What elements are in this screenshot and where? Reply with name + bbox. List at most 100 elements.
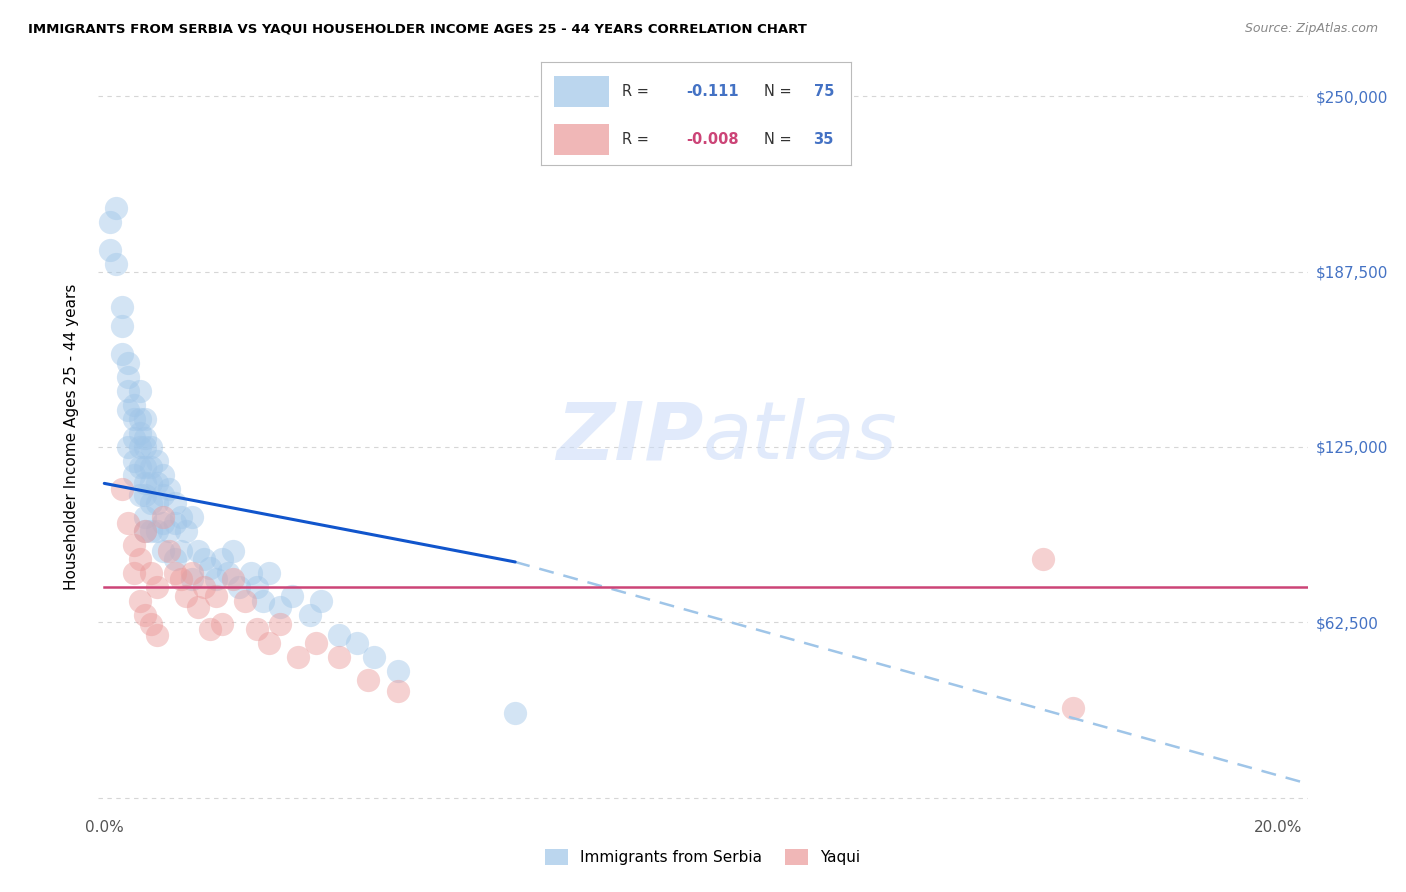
Point [134,524,156,538]
Point [287,650,309,665]
Point [134,487,156,501]
Point [122,412,145,426]
Point [134,440,156,454]
Point [117,440,139,454]
Text: N =: N = [763,84,792,99]
Point [157,543,180,558]
Point [157,482,180,496]
Point [134,432,156,446]
Point [134,476,156,491]
Point [311,594,333,608]
Text: R =: R = [621,132,648,147]
Point [1032,552,1054,566]
Point [176,589,198,603]
Point [222,543,245,558]
Point [387,665,409,679]
Point [117,384,139,398]
Text: 75: 75 [814,84,834,99]
Point [346,636,368,650]
Point [211,552,233,566]
Point [141,566,163,581]
Point [122,398,145,412]
FancyBboxPatch shape [554,124,609,155]
Point [134,524,156,538]
Point [387,684,409,698]
Point [269,616,291,631]
Point [298,608,321,623]
Point [204,572,226,586]
Point [163,552,186,566]
Text: Source: ZipAtlas.com: Source: ZipAtlas.com [1244,22,1378,36]
Point [128,487,150,501]
Point [111,319,134,334]
Point [187,599,209,614]
Point [217,566,239,581]
Point [152,487,174,501]
Point [111,482,134,496]
Point [117,516,139,530]
Point [157,524,180,538]
Text: IMMIGRANTS FROM SERBIA VS YAQUI HOUSEHOLDER INCOME AGES 25 - 44 YEARS CORRELATIO: IMMIGRANTS FROM SERBIA VS YAQUI HOUSEHOL… [28,22,807,36]
Point [128,594,150,608]
Point [187,543,209,558]
Point [163,566,186,581]
Point [357,673,380,687]
Text: N =: N = [763,132,792,147]
Point [163,496,186,510]
Point [240,566,263,581]
Point [141,459,163,474]
Point [181,566,204,581]
Point [169,572,191,586]
Point [122,467,145,482]
Point [122,432,145,446]
Point [269,599,291,614]
Y-axis label: Householder Income Ages 25 - 44 years: Householder Income Ages 25 - 44 years [65,284,79,591]
Point [122,566,145,581]
Point [122,538,145,552]
Point [257,566,280,581]
Point [146,524,169,538]
Text: 35: 35 [814,132,834,147]
Point [146,454,169,468]
Point [105,258,128,272]
Point [111,300,134,314]
Point [233,594,256,608]
Legend: Immigrants from Serbia, Yaqui: Immigrants from Serbia, Yaqui [540,843,866,871]
Point [152,543,174,558]
Point [328,650,350,665]
Point [246,580,269,594]
Text: ZIP: ZIP [555,398,703,476]
Point [152,516,174,530]
Point [111,347,134,361]
Point [98,244,121,258]
Point [304,636,326,650]
Point [246,623,269,637]
Point [163,516,186,530]
Point [117,369,139,384]
Point [146,476,169,491]
Point [328,628,350,642]
Point [503,706,526,721]
Point [134,459,156,474]
Point [122,454,145,468]
Point [193,580,215,594]
Point [134,608,156,623]
Point [257,636,280,650]
Point [117,356,139,370]
Point [128,412,150,426]
Text: -0.008: -0.008 [686,132,740,147]
Point [117,403,139,417]
Text: R =: R = [621,84,648,99]
Point [134,510,156,524]
Point [222,572,245,586]
Point [181,510,204,524]
Point [134,412,156,426]
Point [204,589,226,603]
Point [228,580,250,594]
FancyBboxPatch shape [554,76,609,106]
Point [281,589,304,603]
Point [211,616,233,631]
Point [198,560,221,574]
Point [176,524,198,538]
Point [252,594,274,608]
